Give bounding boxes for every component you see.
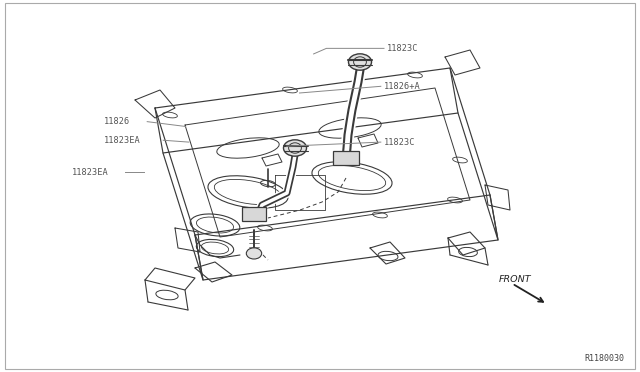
Ellipse shape [349, 54, 371, 70]
Text: 11823C: 11823C [387, 44, 419, 53]
Text: 11826: 11826 [104, 117, 131, 126]
FancyBboxPatch shape [242, 207, 266, 221]
Text: 11826+A: 11826+A [384, 82, 420, 91]
Text: 11823C: 11823C [384, 138, 415, 147]
Text: 11823EA: 11823EA [104, 136, 141, 145]
Ellipse shape [284, 140, 307, 156]
Text: 11823EA: 11823EA [72, 168, 109, 177]
Ellipse shape [246, 248, 262, 259]
FancyBboxPatch shape [333, 151, 359, 166]
Text: FRONT: FRONT [499, 275, 532, 284]
Text: R1180030: R1180030 [584, 354, 624, 363]
